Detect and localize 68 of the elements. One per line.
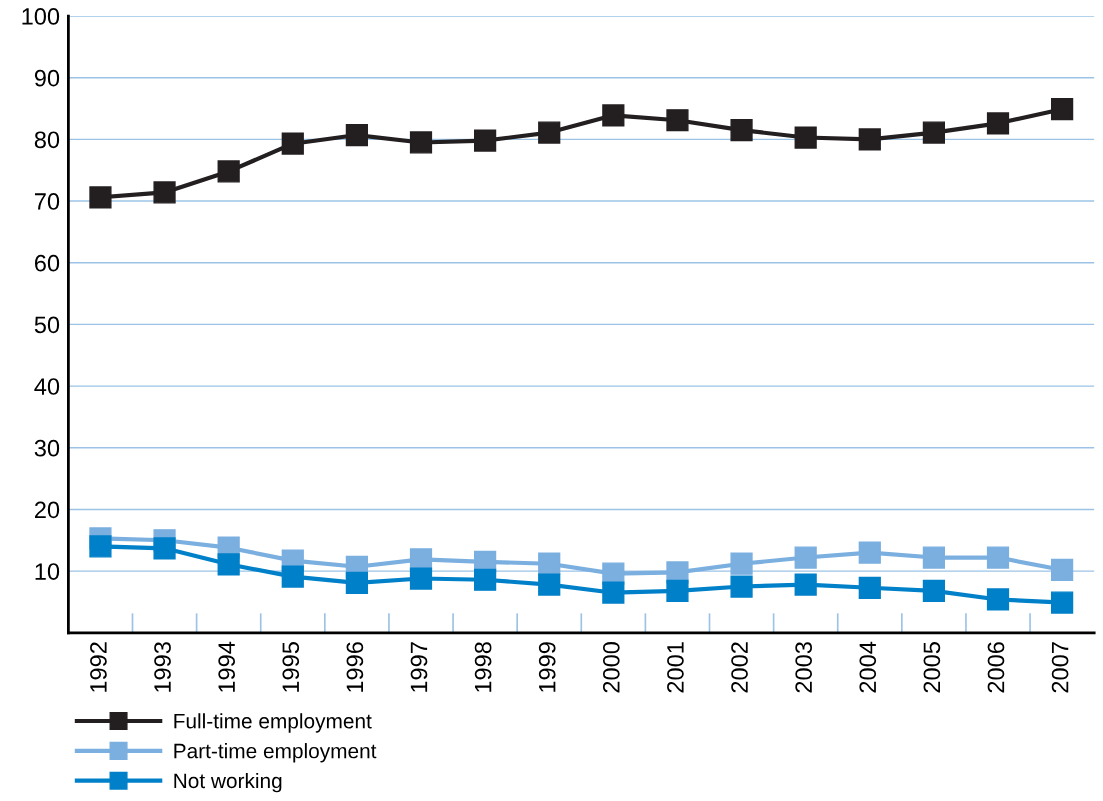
y-tick-label: 50: [34, 316, 60, 334]
y-tick-label: 40: [34, 378, 60, 395]
point: [153, 181, 176, 204]
point: [922, 121, 946, 144]
point: [730, 552, 753, 575]
x-tick-label: 2007: [1051, 642, 1069, 693]
x-tick-label: 1998: [474, 642, 492, 692]
point: [858, 576, 881, 599]
x-tick-label: 2000: [602, 642, 620, 693]
point: [858, 128, 881, 151]
legend-label: Part-time employment: [174, 743, 377, 763]
x-tick-label: 2001: [667, 642, 684, 693]
y-tick-label: 60: [34, 254, 60, 272]
point: [794, 126, 817, 149]
point: [217, 553, 240, 576]
legend-label: Not working: [174, 772, 282, 793]
point: [986, 546, 1010, 569]
point: [345, 571, 369, 594]
point: [217, 160, 240, 183]
point: [153, 537, 176, 560]
point: [538, 552, 561, 575]
y-tick-label: 20: [34, 501, 60, 519]
point: [1051, 591, 1074, 614]
point: [986, 112, 1010, 135]
point: [922, 546, 946, 569]
x-tick-label: 1996: [346, 642, 364, 692]
x-tick-label: 2006: [987, 642, 1005, 693]
point: [602, 581, 625, 604]
point: [538, 573, 561, 596]
point: [730, 119, 753, 142]
point: [474, 568, 497, 591]
y-tick-label: 70: [35, 193, 60, 210]
point: [858, 541, 881, 564]
point: [730, 575, 753, 598]
point: [474, 129, 497, 152]
x-tick-label: 1997: [410, 642, 428, 692]
x-tick-label: 1993: [154, 642, 171, 692]
point: [1051, 558, 1074, 581]
x-tick-label: 1994: [218, 641, 235, 692]
x-tick-label: 2003: [795, 642, 813, 693]
point: [666, 579, 689, 602]
x-tick-label: 1992: [90, 642, 107, 692]
point: [345, 123, 369, 147]
y-tick-label: 100: [22, 8, 60, 25]
point: [89, 186, 112, 209]
point: [409, 567, 433, 590]
y-tick-label: 80: [34, 131, 60, 149]
y-tick-label: 10: [35, 563, 60, 580]
point: [922, 579, 946, 602]
y-tick-label: 30: [34, 439, 60, 457]
point: [281, 132, 304, 155]
x-tick-label: 2005: [923, 642, 941, 693]
point: [666, 109, 689, 132]
x-tick-label: 1999: [538, 642, 556, 692]
point: [1051, 98, 1074, 121]
point: [794, 573, 817, 596]
x-tick-label: 1995: [282, 642, 300, 692]
point: [986, 588, 1010, 611]
point: [602, 104, 625, 127]
point: [794, 546, 817, 569]
x-tick-label: 2004: [859, 641, 877, 693]
point: [281, 565, 304, 588]
x-tick-label: 2002: [731, 642, 748, 693]
y-tick-label: 90: [34, 69, 60, 87]
point: [538, 121, 561, 144]
point: [89, 535, 112, 558]
point: [409, 131, 433, 154]
legend-label: Full-time employment: [174, 713, 372, 733]
